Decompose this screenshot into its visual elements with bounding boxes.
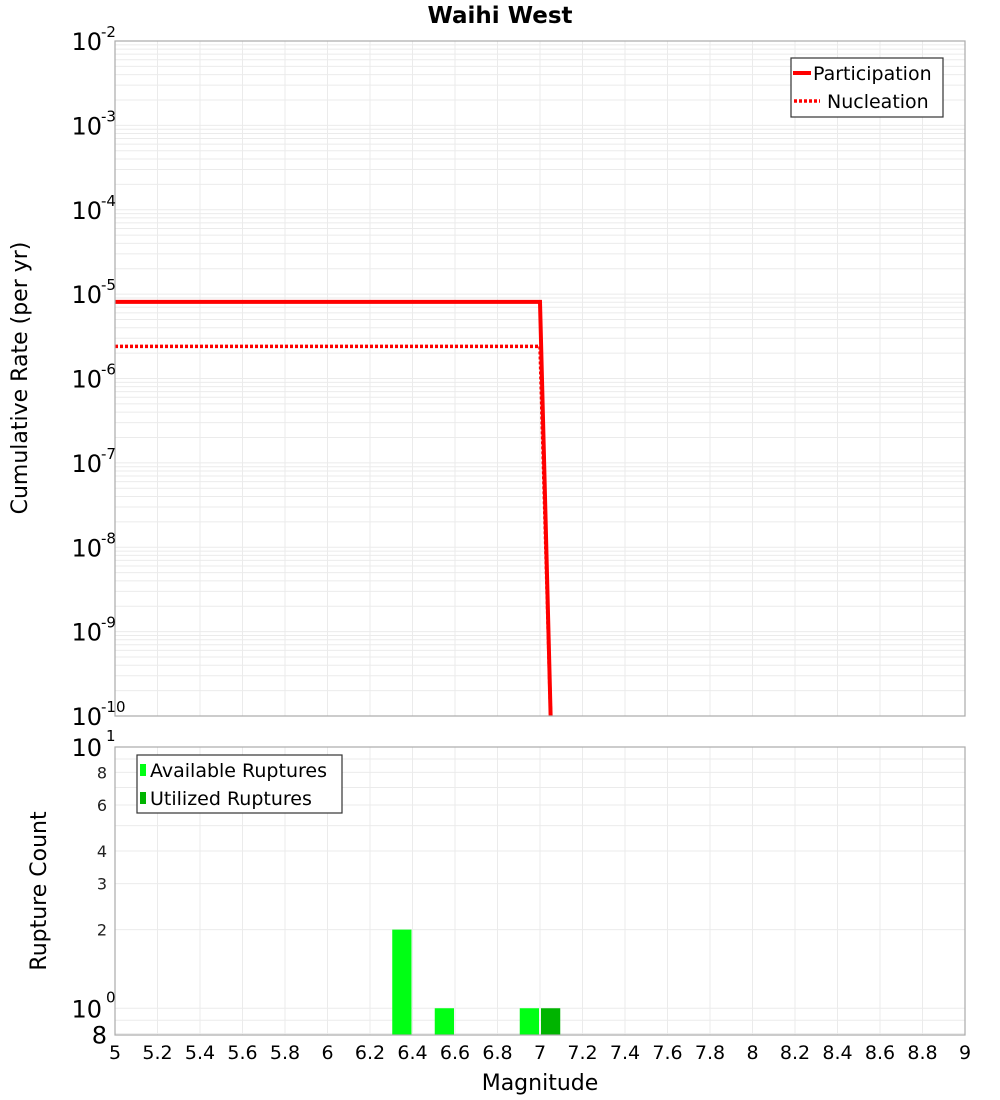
x-tick-label: 5.2 — [142, 1042, 172, 1064]
svg-text:-2: -2 — [101, 23, 116, 41]
rupture-bar — [434, 1008, 454, 1035]
x-tick-label: 7.6 — [652, 1042, 682, 1064]
x-tick-label: 6 — [321, 1042, 333, 1064]
svg-text:10: 10 — [71, 619, 102, 647]
y-tick-label: 10 0 — [71, 988, 115, 1023]
rupture-bar — [541, 1008, 561, 1035]
x-tick-label: 6.2 — [355, 1042, 385, 1064]
top-series-lines — [115, 299, 553, 717]
top-legend: Participation Nucleation — [790, 57, 944, 118]
x-tick-label: 9 — [959, 1042, 971, 1064]
top-plot-border — [114, 40, 966, 717]
svg-text:-4: -4 — [101, 192, 116, 210]
y-tick-label: 10 -3 — [71, 107, 116, 140]
x-tick-label: 7 — [534, 1042, 546, 1064]
svg-text:-9: -9 — [101, 614, 116, 632]
x-tick-label: 5.8 — [270, 1042, 300, 1064]
svg-text:1: 1 — [106, 727, 116, 745]
x-tick-label: 8.8 — [907, 1042, 937, 1064]
x-tick-label: 5 — [109, 1042, 121, 1064]
svg-text:2: 2 — [97, 921, 107, 940]
utilized-legend-swatch — [140, 792, 146, 804]
x-tick-label: 8.6 — [865, 1042, 895, 1064]
svg-text:10: 10 — [71, 28, 102, 56]
top-y-tick-labels: 10-210-310-410-510-610-710-810-910-10 — [71, 23, 125, 731]
utilized-legend-label: Utilized Ruptures — [150, 788, 312, 810]
svg-text:0: 0 — [106, 988, 116, 1006]
svg-text:4: 4 — [97, 842, 107, 861]
cumulative-rate-plot: 10-210-310-410-510-610-710-810-910-10 Cu… — [8, 23, 966, 731]
bottom-y-axis-label: Rupture Count — [27, 811, 52, 971]
svg-text:10: 10 — [71, 734, 102, 762]
y-tick-label: 10 -8 — [71, 529, 116, 562]
participation-legend-label: Participation — [813, 63, 932, 85]
rupture-bar — [519, 1008, 539, 1035]
y-tick-label: 8 — [92, 1022, 107, 1050]
available-legend-label: Available Ruptures — [150, 760, 327, 782]
x-tick-label: 5.6 — [227, 1042, 257, 1064]
svg-text:8: 8 — [92, 1022, 107, 1050]
top-gridlines — [114, 41, 966, 717]
y-tick-label: 10 -4 — [71, 192, 116, 225]
svg-text:-10: -10 — [101, 698, 126, 716]
top-y-axis-label: Cumulative Rate (per yr) — [8, 242, 33, 515]
y-tick-label: 10 -9 — [71, 614, 116, 647]
svg-text:10: 10 — [71, 197, 102, 225]
y-tick-label: 2 — [97, 921, 107, 940]
y-tick-label: 3 — [97, 875, 107, 894]
svg-text:8: 8 — [97, 763, 107, 782]
y-tick-label: 4 — [97, 842, 107, 861]
y-tick-label: 10 1 — [71, 727, 115, 762]
svg-text:10: 10 — [71, 450, 102, 478]
x-tick-label: 7.4 — [610, 1042, 640, 1064]
available-legend-swatch — [140, 764, 146, 776]
svg-text:10: 10 — [71, 366, 102, 394]
x-axis-label: Magnitude — [482, 1071, 599, 1096]
svg-text:-5: -5 — [101, 276, 116, 294]
rupture-bar — [392, 929, 412, 1035]
y-tick-label: 10 -10 — [71, 698, 125, 731]
x-tick-label: 6.6 — [440, 1042, 470, 1064]
svg-text:10: 10 — [71, 703, 102, 731]
y-tick-label: 10 -7 — [71, 445, 116, 478]
x-tick-labels: 5 5.2 5.4 5.6 5.8 6 6.2 6.4 6.6 6.8 7 7.2 7.4 7.6 7.8 8… — [109, 1042, 971, 1064]
x-tick-label: 8.4 — [822, 1042, 852, 1064]
x-tick-label: 7.2 — [567, 1042, 597, 1064]
x-tick-label: 7.8 — [695, 1042, 725, 1064]
bottom-legend: Available Ruptures Utilized Ruptures — [136, 754, 343, 814]
bottom-plot-border — [114, 746, 966, 1036]
y-tick-label: 10 -5 — [71, 276, 116, 309]
x-tick-label: 8 — [746, 1042, 758, 1064]
svg-text:10: 10 — [71, 281, 102, 309]
svg-text:-7: -7 — [101, 445, 116, 463]
nucleation-legend-label: Nucleation — [827, 91, 929, 113]
y-tick-label: 8 — [97, 763, 107, 782]
svg-text:10: 10 — [71, 995, 102, 1023]
y-tick-label: 6 — [97, 796, 107, 815]
y-tick-label: 10 -2 — [71, 23, 116, 56]
svg-text:6: 6 — [97, 796, 107, 815]
x-tick-label: 6.4 — [397, 1042, 427, 1064]
x-tick-label: 8.2 — [780, 1042, 810, 1064]
x-tick-label: 5.4 — [185, 1042, 215, 1064]
y-tick-label: 10 -6 — [71, 361, 116, 394]
svg-text:-3: -3 — [101, 107, 116, 125]
chart-title: Waihi West — [427, 3, 572, 29]
svg-text:3: 3 — [97, 875, 107, 894]
svg-text:10: 10 — [71, 534, 102, 562]
rupture-bars — [392, 929, 561, 1035]
svg-text:10: 10 — [71, 112, 102, 140]
svg-text:-6: -6 — [101, 361, 116, 379]
x-tick-label: 6.8 — [482, 1042, 512, 1064]
svg-text:-8: -8 — [101, 529, 116, 547]
